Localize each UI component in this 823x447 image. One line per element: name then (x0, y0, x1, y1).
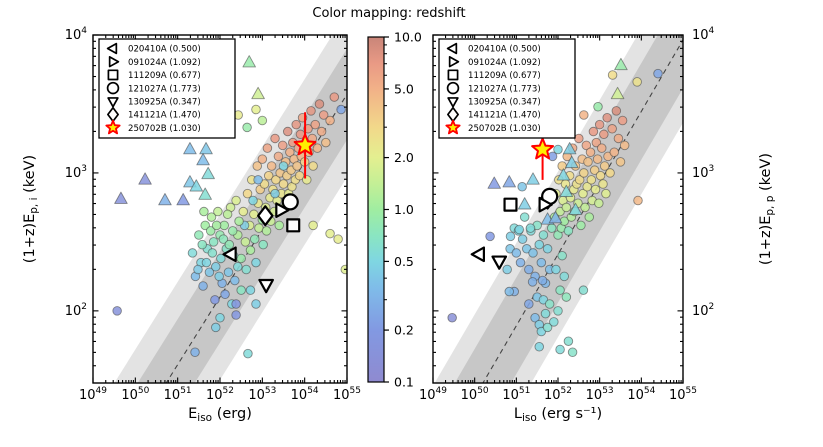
svg-text:1050: 1050 (461, 386, 489, 403)
colorbar-tick-label: 0.5 (394, 254, 414, 269)
svg-text:1055: 1055 (333, 386, 361, 403)
svg-text:1052: 1052 (544, 386, 572, 403)
svg-text:1049: 1049 (419, 386, 447, 403)
legend-label: 250702B (1.030) (468, 124, 541, 134)
legend-marker-circle (106, 81, 120, 95)
star-marker (293, 133, 317, 156)
ulgrb-markers (470, 187, 559, 270)
x-axis-label: Liso (erg s⁻¹) (514, 406, 602, 424)
marker-091024A (538, 196, 553, 213)
legend-marker-triangle-right (448, 55, 460, 68)
svg-text:103: 103 (65, 164, 87, 181)
legend-marker-circle (446, 81, 460, 95)
grb-triangle-points (487, 57, 628, 225)
legend-label: 111209A (0.677) (128, 71, 201, 81)
marker-020410A (470, 246, 485, 263)
svg-text:104: 104 (692, 26, 715, 43)
svg-text:1051: 1051 (502, 386, 530, 403)
legend: 020410A (0.500) 091024A (1.092) 111209A (0… (438, 38, 576, 139)
legend-label: 121027A (1.773) (128, 84, 201, 94)
svg-text:1049: 1049 (79, 386, 107, 403)
amati-plane-panel: 1049 1050 1051 1052 1053 1054 1055 102 103 104 Eis… (22, 26, 361, 424)
axis-ticks (432, 34, 684, 383)
svg-text:103: 103 (692, 164, 714, 181)
best-fit-line (482, 38, 683, 383)
colorbar-tick-label: 0.1 (394, 375, 414, 390)
legend-label: 141121A (1.470) (468, 111, 541, 121)
marker-121027A (281, 193, 299, 211)
svg-text:1053: 1053 (248, 386, 276, 403)
colorbar-tick-label: 5.0 (394, 81, 414, 96)
x-axis-label: Eiso (erg) (188, 406, 252, 424)
star-grb-250702B (293, 112, 317, 179)
legend-marker-triangle-left (106, 42, 118, 55)
colorbar-tick-label: 0.2 (394, 323, 414, 338)
legend-label: 091024A (1.092) (128, 58, 201, 68)
legend-label: 020410A (0.500) (468, 45, 541, 55)
axis-ticks (92, 34, 348, 383)
legend-marker-star (105, 119, 121, 135)
svg-text:1054: 1054 (627, 386, 655, 403)
marker-091024A (275, 202, 290, 219)
legend-label: 111209A (0.677) (468, 71, 541, 81)
yonetoku-plane-panel: 1049 1050 1051 1052 1053 1054 1055 102 103 104 Lis… (419, 26, 776, 424)
y-axis-label: (1+z)Ep, i (keV) (22, 155, 40, 263)
colorbar-title: Color mapping: redshift (312, 6, 466, 21)
marker-111209A (503, 197, 518, 212)
ulgrb-markers (222, 193, 301, 294)
svg-text:1051: 1051 (164, 386, 192, 403)
svg-text:102: 102 (65, 302, 87, 319)
marker-020410A (222, 246, 237, 263)
legend-label: 121027A (1.773) (468, 84, 541, 94)
marker-130925A (258, 278, 274, 294)
legend-marker-triangle-down (107, 97, 119, 108)
marker-130925A (491, 255, 508, 270)
legend-label: 130925A (0.347) (468, 98, 541, 108)
legend-marker-triangle-right (108, 55, 120, 68)
svg-text:104: 104 (65, 26, 88, 43)
star-marker (531, 137, 555, 160)
svg-text:1050: 1050 (121, 386, 149, 403)
svg-text:1054: 1054 (291, 386, 319, 403)
colorbar-tick-label: 2.0 (394, 150, 414, 165)
colorbar-ticks (384, 36, 389, 383)
grb-triangle-points (114, 55, 265, 206)
legend-marker-triangle-down (447, 97, 459, 108)
legend-label: 091024A (1.092) (468, 58, 541, 68)
colorbar-gradient (367, 36, 385, 383)
legend-label: 130925A (0.347) (128, 98, 201, 108)
svg-text:1053: 1053 (586, 386, 614, 403)
legend-label: 141121A (1.470) (128, 111, 201, 121)
svg-text:102: 102 (692, 302, 714, 319)
svg-text:1052: 1052 (206, 386, 234, 403)
legend-marker-square (447, 69, 459, 81)
legend: 020410A (0.500) 091024A (1.092) 111209A (0… (98, 38, 236, 139)
colorbar-tick-label: 10.0 (394, 30, 422, 45)
colorbar-tick-label: 1.0 (394, 202, 414, 217)
marker-111209A (286, 218, 301, 233)
svg-text:1055: 1055 (669, 386, 697, 403)
tick-labels: 1049 1050 1051 1052 1053 1054 1055 102 103 104 (419, 26, 715, 403)
tick-labels: 1049 1050 1051 1052 1053 1054 1055 102 103 104 (65, 26, 361, 403)
legend-marker-star (445, 119, 461, 135)
colorbar: 10.0 5.0 2.0 1.0 0.5 0.2 0.1 (367, 30, 422, 390)
marker-141121A (257, 205, 274, 227)
legend-label: 020410A (0.500) (128, 45, 201, 55)
legend-label: 250702B (1.030) (128, 124, 201, 134)
legend-marker-triangle-left (446, 42, 458, 55)
y-axis-label: (1+z)Ep, p (keV) (758, 153, 776, 265)
legend-marker-square (107, 69, 119, 81)
